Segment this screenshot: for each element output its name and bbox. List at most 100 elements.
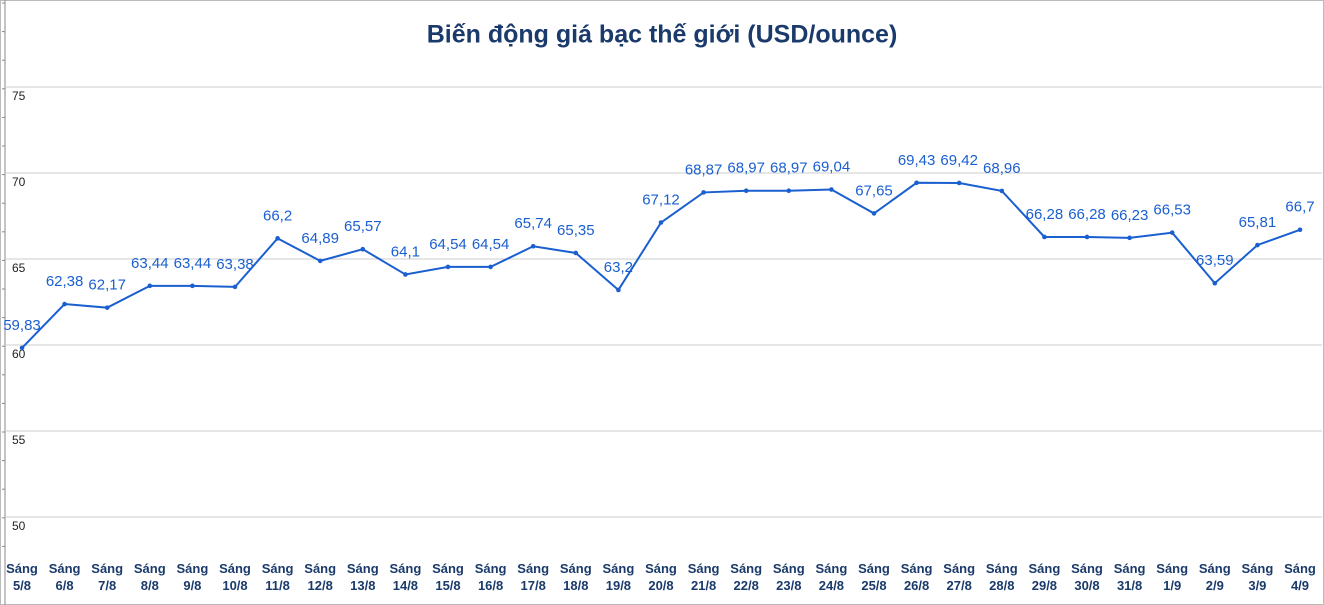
data-label: 64,54 <box>429 236 467 253</box>
x-tick-label: Sáng 10/8 <box>219 561 251 593</box>
point <box>19 345 25 351</box>
x-tick-label: Sáng 25/8 <box>858 561 890 593</box>
point <box>275 236 280 241</box>
point <box>445 264 451 270</box>
point <box>1212 280 1218 286</box>
point <box>871 211 877 216</box>
data-label: 67,65 <box>855 182 893 199</box>
data-label: 64,54 <box>472 236 510 253</box>
data-label: 63,44 <box>174 255 212 272</box>
point <box>829 187 834 192</box>
x-tick-label: Sáng 9/8 <box>176 561 209 593</box>
point <box>488 264 493 270</box>
point <box>530 243 536 249</box>
data-label: 63,44 <box>131 255 169 272</box>
x-tick-label: Sáng 7/8 <box>91 561 124 593</box>
point <box>956 180 962 186</box>
x-tick-label: Sáng 17/8 <box>517 561 550 593</box>
data-label: 63,38 <box>216 256 254 273</box>
point <box>403 272 408 277</box>
point <box>104 305 110 310</box>
point <box>701 190 706 195</box>
x-tick-label: Sáng 19/8 <box>602 561 635 593</box>
x-tick-label: Sáng 31/8 <box>1113 561 1146 593</box>
x-tick-label: Sáng 3/9 <box>1241 561 1274 593</box>
data-label: 65,81 <box>1239 214 1277 231</box>
data-label: 68,97 <box>727 160 765 177</box>
data-label: 66,28 <box>1068 206 1106 223</box>
x-tick-label: Sáng 13/8 <box>346 561 379 593</box>
data-label: 66,53 <box>1153 202 1191 219</box>
data-label: 66,2 <box>263 207 292 224</box>
data-label: 63,2 <box>604 259 633 276</box>
data-label: 63,59 <box>1196 252 1234 269</box>
x-tick-label: Sáng 6/8 <box>48 561 81 593</box>
point <box>616 287 621 293</box>
x-tick-label: Sáng 24/8 <box>815 561 848 593</box>
data-label: 66,28 <box>1026 206 1064 223</box>
y-tick-label: 50 <box>12 519 26 533</box>
data-label: 65,57 <box>344 218 382 235</box>
x-tick-label: Sáng 12/8 <box>304 561 337 593</box>
point <box>743 188 749 194</box>
x-tick-label: Sáng 18/8 <box>559 561 592 593</box>
data-label: 65,35 <box>557 222 595 239</box>
x-tick-label: Sáng 27/8 <box>943 561 976 593</box>
data-label: 66,23 <box>1111 207 1149 224</box>
data-label: 59,83 <box>3 317 41 334</box>
x-tick-label: Sáng 16/8 <box>474 561 507 593</box>
data-label: 66,7 <box>1285 199 1314 216</box>
chart-title: Biến động giá bạc thế giới (USD/ounce) <box>427 21 898 49</box>
y-tick-label: 65 <box>12 261 26 275</box>
x-tick-label: Sáng 4/9 <box>1284 561 1316 593</box>
x-tick-label: Sáng 29/8 <box>1028 561 1061 593</box>
point <box>1127 235 1132 241</box>
point <box>232 284 238 290</box>
point <box>1169 230 1175 235</box>
x-tick-label: Sáng 28/8 <box>985 561 1018 593</box>
data-label: 62,17 <box>88 277 126 294</box>
point <box>658 220 664 225</box>
x-tick-label: Sáng 21/8 <box>687 561 720 593</box>
point <box>1084 234 1090 240</box>
point <box>914 180 919 186</box>
data-label: 67,12 <box>642 192 680 209</box>
data-label: 69,04 <box>813 158 851 175</box>
data-label: 68,87 <box>685 161 723 178</box>
y-tick-label: 75 <box>12 89 26 103</box>
point <box>190 283 195 289</box>
x-tick-label: Sáng 22/8 <box>730 561 763 593</box>
x-tick-label: Sáng 1/9 <box>1156 561 1189 593</box>
data-label: 69,42 <box>940 152 978 169</box>
point <box>147 283 153 289</box>
x-tick-label: Sáng 15/8 <box>432 561 464 593</box>
point <box>62 301 67 307</box>
x-tick-label: Sáng 20/8 <box>645 561 677 593</box>
point <box>786 188 792 194</box>
x-tick-label: Sáng 2/9 <box>1198 561 1231 593</box>
point <box>1042 234 1047 240</box>
data-label: 65,74 <box>514 215 552 232</box>
x-tick-label: Sáng 5/8 <box>6 561 38 593</box>
x-tick-label: Sáng 26/8 <box>900 561 933 593</box>
data-label: 64,1 <box>391 243 420 260</box>
x-tick-label: Sáng 8/8 <box>133 561 166 593</box>
point <box>999 188 1005 194</box>
data-label: 69,43 <box>898 152 936 169</box>
point <box>360 246 366 252</box>
y-tick-label: 70 <box>12 175 26 189</box>
point <box>317 258 323 264</box>
data-label: 64,89 <box>301 230 339 247</box>
x-tick-label: Sáng 11/8 <box>261 561 294 593</box>
point <box>1297 227 1303 233</box>
point <box>1255 242 1260 248</box>
y-tick-label: 55 <box>12 433 26 447</box>
data-label: 68,96 <box>983 160 1021 177</box>
data-label: 68,97 <box>770 160 808 177</box>
x-tick-label: Sáng 30/8 <box>1071 561 1103 593</box>
y-tick-label: 60 <box>12 347 26 361</box>
x-tick-label: Sáng 14/8 <box>389 561 422 593</box>
